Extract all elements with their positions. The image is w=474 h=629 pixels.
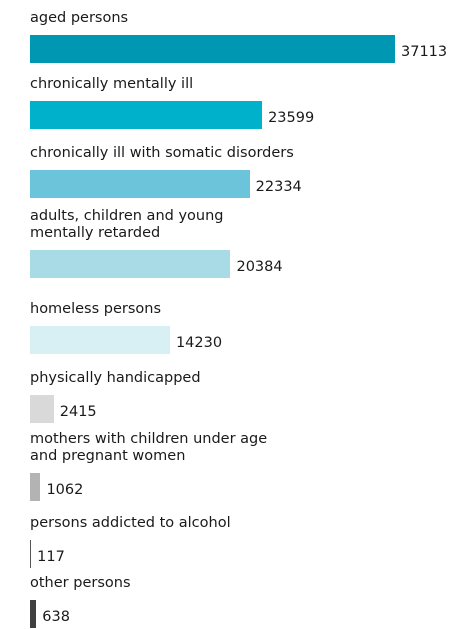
bar — [30, 395, 54, 423]
category-label: adults, children and young mentally reta… — [30, 208, 224, 241]
bar — [30, 600, 37, 628]
category-label: chronically ill with somatic disorders — [30, 145, 294, 161]
bar — [30, 540, 32, 568]
bar — [30, 473, 41, 501]
value-label: 14230 — [175, 335, 223, 351]
bar — [30, 170, 250, 198]
value-label: 1062 — [46, 482, 84, 498]
bar — [30, 101, 263, 129]
category-label: homeless persons — [30, 301, 162, 317]
value-label: 2415 — [59, 404, 97, 420]
value-label: 22334 — [255, 179, 302, 195]
category-label: physically handicapped — [30, 370, 201, 386]
category-label: aged persons — [30, 10, 129, 26]
value-label: 23599 — [268, 110, 315, 126]
category-label: chronically mentally ill — [30, 76, 194, 92]
category-label: other persons — [30, 575, 131, 591]
value-label: 37113 — [401, 44, 448, 60]
value-label: 20384 — [236, 259, 283, 275]
bar — [30, 35, 395, 63]
category-label: persons addicted to alcohol — [30, 515, 231, 531]
bar — [30, 250, 231, 278]
bar — [30, 326, 170, 354]
value-label: 117 — [37, 549, 65, 565]
value-label: 638 — [42, 609, 70, 625]
category-label: mothers with children under age and preg… — [30, 431, 268, 464]
